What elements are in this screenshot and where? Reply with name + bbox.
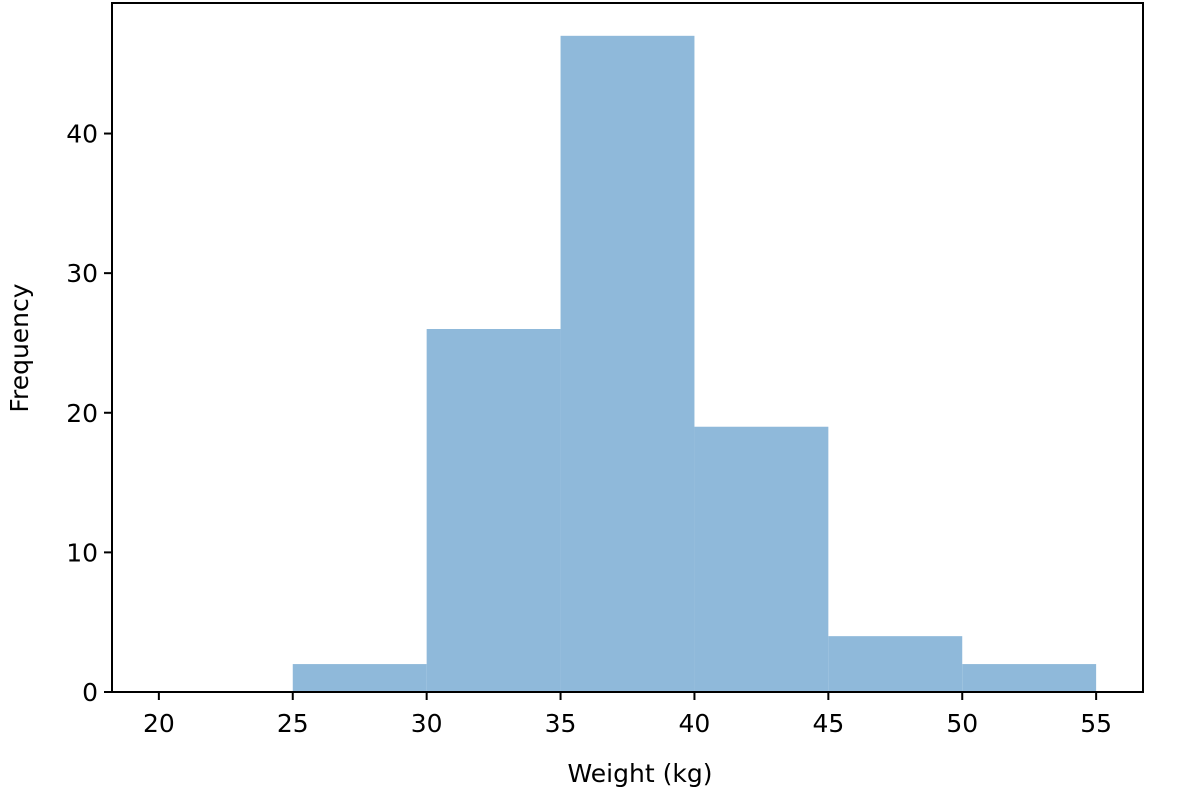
y-axis-label: Frequency	[5, 283, 34, 412]
x-tick-label: 50	[946, 709, 978, 738]
y-tick-label: 0	[82, 678, 98, 707]
x-tick-label: 35	[545, 709, 577, 738]
y-tick-label: 30	[66, 259, 98, 288]
y-tick-label: 10	[66, 538, 98, 567]
x-tick-label: 55	[1080, 709, 1112, 738]
histogram-bar-25-30	[292, 664, 427, 692]
y-tick-label: 20	[66, 399, 98, 428]
histogram-bar-45-50	[828, 636, 963, 692]
x-tick-label: 30	[411, 709, 443, 738]
histogram-bar-35-40	[560, 35, 695, 693]
histogram-bar-40-45	[694, 426, 829, 692]
bars-layer	[292, 35, 1097, 693]
histogram-bar-50-55	[962, 664, 1097, 692]
y-axis-ticks: 0 10 20 30 40	[66, 120, 112, 707]
x-tick-label: 20	[143, 709, 175, 738]
x-axis-label: Weight (kg)	[568, 759, 713, 788]
x-tick-label: 40	[679, 709, 711, 738]
plot-frame	[111, 2, 1144, 693]
histogram-bar-30-35	[426, 329, 561, 692]
x-tick-label: 25	[277, 709, 309, 738]
y-tick-label: 40	[66, 120, 98, 149]
x-tick-label: 45	[812, 709, 844, 738]
x-axis-ticks: 20 25 30 35 40 45 50 55	[143, 692, 1112, 738]
